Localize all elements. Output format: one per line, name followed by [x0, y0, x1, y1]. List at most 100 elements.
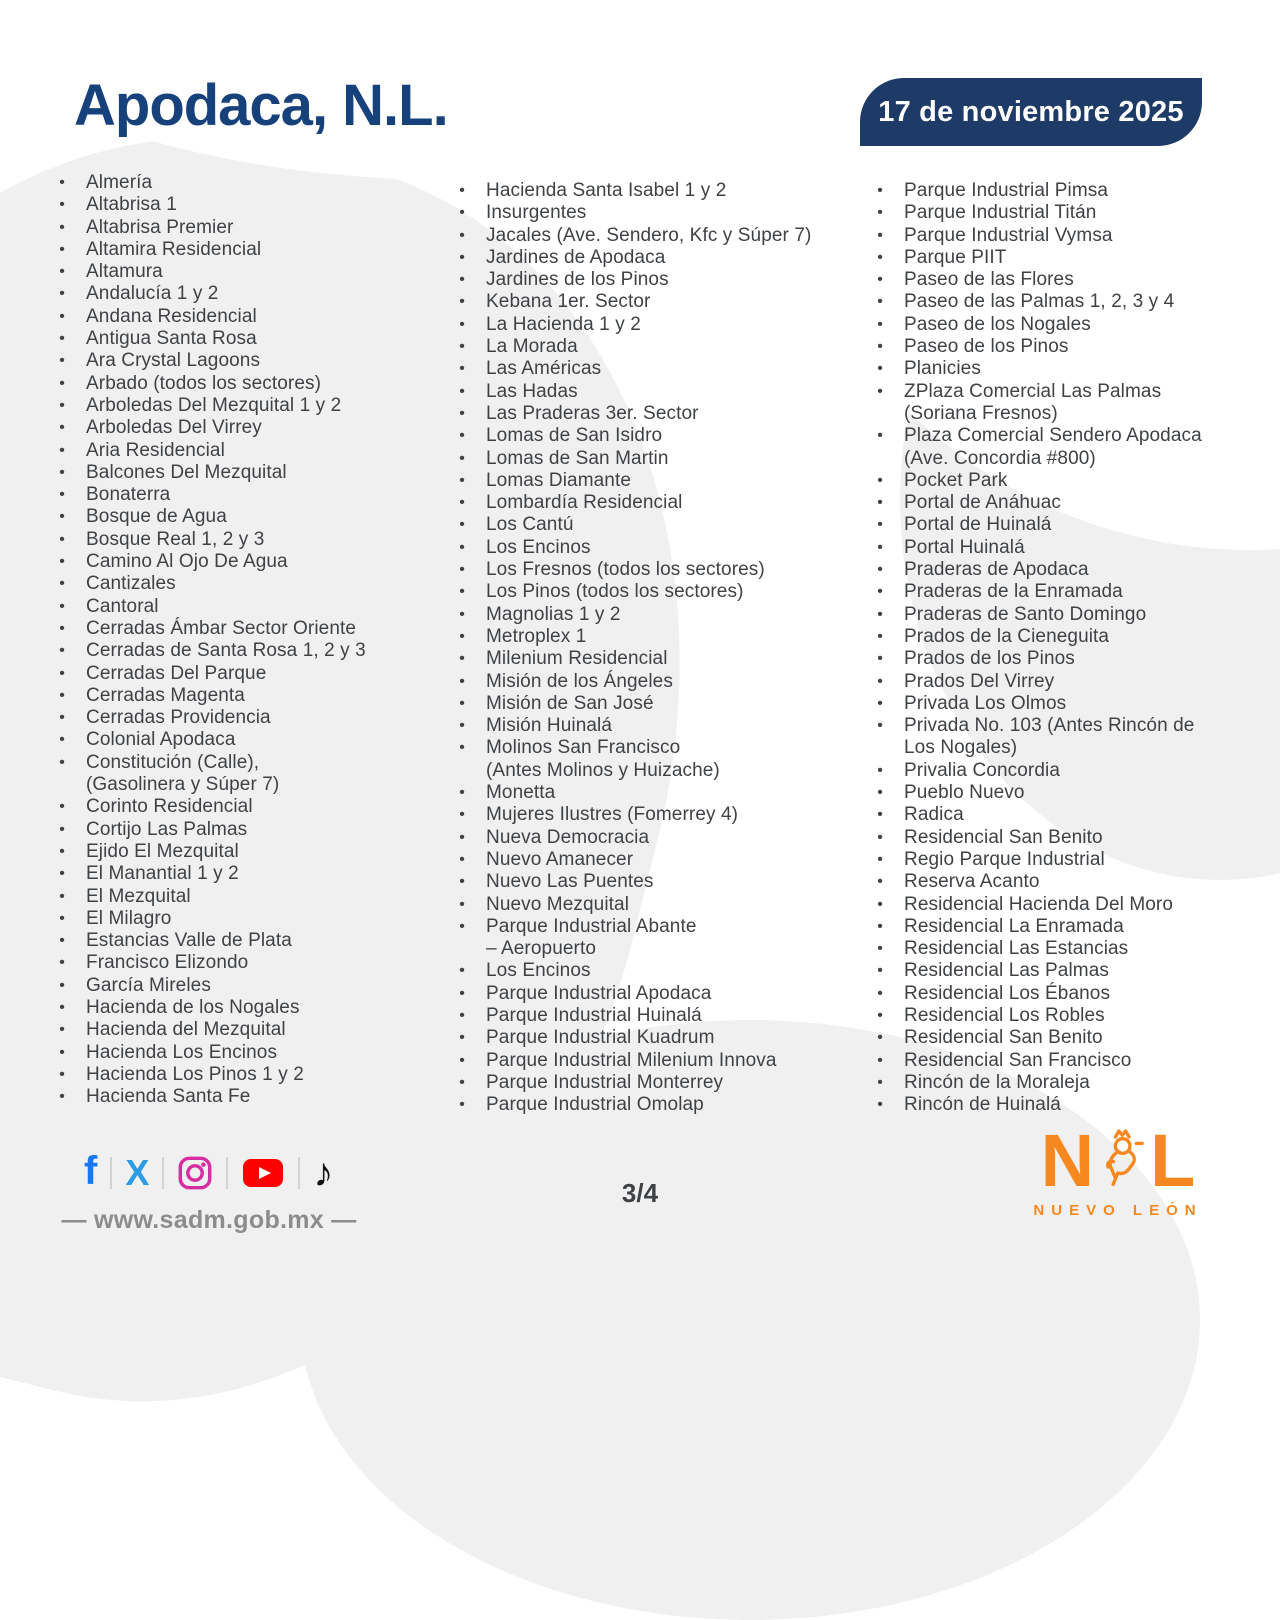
bullet-icon: •: [459, 672, 465, 690]
list-item: • Andana Residencial: [38, 306, 440, 328]
neighborhood-name: Residencial San Francisco: [904, 1049, 1132, 1071]
bullet-icon: •: [59, 330, 65, 348]
list-item: • Los Cantú: [438, 514, 858, 536]
list-item: • Parque Industrial Pimsa: [856, 180, 1274, 202]
list-item: • García Mireles: [38, 975, 440, 997]
bullet-icon: •: [459, 248, 465, 266]
neighborhood-name: Antigua Santa Rosa: [86, 328, 257, 350]
facebook-icon[interactable]: f: [84, 1149, 98, 1193]
bullet-icon: •: [59, 820, 65, 838]
bullet-icon: •: [59, 263, 65, 281]
bullet-icon: •: [59, 686, 65, 704]
bullet-icon: •: [459, 293, 465, 311]
list-item: • Lomas de San Isidro: [438, 425, 858, 447]
neighborhood-name: Jardines de Apodaca: [486, 246, 666, 268]
list-item: • Parque Industrial Milenium Innova: [438, 1050, 858, 1072]
bullet-icon: •: [877, 583, 883, 601]
neighborhood-name: Jacales (Ave. Sendero, Kfc y Súper 7): [486, 224, 812, 246]
neighborhood-name: Hacienda del Mezquital: [86, 1019, 286, 1041]
neighborhood-name: Residencial Hacienda Del Moro: [904, 893, 1174, 915]
list-item: • Misión de San José: [438, 693, 858, 715]
neighborhood-name: Cerradas de Santa Rosa 1, 2 y 3: [86, 640, 366, 662]
neighborhood-name: Plaza Comercial Sendero Apodaca (Ave. Co…: [904, 425, 1202, 469]
neighborhood-name: Prados de la Cieneguita: [904, 625, 1110, 647]
neighborhood-name: Francisco Elizondo: [86, 952, 249, 974]
divider: [162, 1157, 165, 1189]
bullet-icon: •: [459, 1006, 465, 1024]
neighborhood-name: Arbado (todos los sectores): [86, 372, 322, 394]
list-item: • Residencial Hacienda Del Moro: [856, 894, 1274, 916]
instagram-icon[interactable]: [177, 1155, 213, 1191]
neighborhood-name: Parque PIIT: [904, 246, 1007, 268]
bullet-icon: •: [59, 218, 65, 236]
list-item: • Jacales (Ave. Sendero, Kfc y Súper 7): [438, 225, 858, 247]
neighborhood-name: Insurgentes: [486, 202, 587, 224]
neighborhood-name: Ara Crystal Lagoons: [86, 350, 261, 372]
list-item: • Arbado (todos los sectores): [38, 373, 440, 395]
website-url[interactable]: — www.sadm.gob.mx —: [61, 1206, 357, 1234]
list-item: • Misión de los Ángeles: [438, 671, 858, 693]
list-item: • Portal Huinalá: [856, 537, 1274, 559]
neighborhood-column-3: • Parque Industrial Pimsa • Parque Industri…: [856, 180, 1274, 1116]
neighborhood-name: Radica: [904, 804, 964, 826]
neighborhood-name: Lomas Diamante: [486, 469, 632, 491]
neighborhood-name: Paseo de las Palmas 1, 2, 3 y 4: [904, 291, 1175, 313]
list-item: • ZPlaza Comercial Las Palmas (Soriana Fr…: [856, 381, 1274, 426]
list-item: • Radica: [856, 804, 1274, 826]
list-item: • Prados de la Cieneguita: [856, 626, 1274, 648]
bullet-icon: •: [59, 976, 65, 994]
youtube-icon[interactable]: [241, 1157, 285, 1189]
neighborhood-name: Regio Parque Industrial: [904, 848, 1105, 870]
list-item: • Residencial San Benito: [856, 1027, 1274, 1049]
list-item: • Mujeres Ilustres (Fomerrey 4): [438, 804, 858, 826]
list-item: • Privalia Concordia: [856, 760, 1274, 782]
list-item: • Arboledas Del Virrey: [38, 417, 440, 439]
bullet-icon: •: [459, 784, 465, 802]
bullet-icon: •: [459, 694, 465, 712]
neighborhood-name: Paseo de los Nogales: [904, 313, 1091, 335]
neighborhood-name: Andalucía 1 y 2: [86, 283, 219, 305]
bullet-icon: •: [877, 627, 883, 645]
neighborhood-name: Andana Residencial: [86, 305, 257, 327]
list-item: • Kebana 1er. Sector: [438, 291, 858, 313]
neighborhood-name: El Milagro: [86, 907, 172, 929]
list-item: • Los Pinos (todos los sectores): [438, 581, 858, 603]
list-item: • Hacienda del Mezquital: [38, 1019, 440, 1041]
neighborhood-name: Nuevo Amanecer: [486, 848, 634, 870]
list-item: • Lomas Diamante: [438, 470, 858, 492]
list-item: • Praderas de Santo Domingo: [856, 604, 1274, 626]
list-item: • Metroplex 1: [438, 626, 858, 648]
list-item: • Regio Parque Industrial: [856, 849, 1274, 871]
neighborhood-name: Corinto Residencial: [86, 796, 253, 818]
nl-logo-row: N L: [1041, 1124, 1196, 1198]
bullet-icon: •: [877, 1096, 883, 1114]
bullet-icon: •: [877, 784, 883, 802]
neighborhood-name: Bosque Real 1, 2 y 3: [86, 528, 265, 550]
neighborhood-name: Residencial San Benito: [904, 1027, 1103, 1049]
list-item: • Cantizales: [38, 573, 440, 595]
list-item: • Paseo de las Palmas 1, 2, 3 y 4: [856, 291, 1274, 313]
neighborhood-name: Almería: [86, 172, 153, 193]
list-item: • Bosque Real 1, 2 y 3: [38, 529, 440, 551]
neighborhood-name: Las Américas: [486, 358, 602, 380]
list-item: • Jardines de los Pinos: [438, 269, 858, 291]
list-item: • Parque Industrial Kuadrum: [438, 1027, 858, 1049]
list-item: • Portal de Huinalá: [856, 514, 1274, 536]
neighborhood-name: Rincón de la Moraleja: [904, 1071, 1090, 1093]
x-twitter-icon[interactable]: X: [125, 1152, 150, 1193]
bullet-icon: •: [877, 382, 883, 400]
bullet-icon: •: [59, 441, 65, 459]
list-item: • Residencial Los Ébanos: [856, 983, 1274, 1005]
list-item: • Hacienda Santa Isabel 1 y 2: [438, 180, 858, 202]
bullet-icon: •: [459, 516, 465, 534]
bullet-icon: •: [59, 865, 65, 883]
bullet-icon: •: [877, 561, 883, 579]
bullet-icon: •: [877, 940, 883, 958]
bullet-icon: •: [877, 605, 883, 623]
tiktok-icon[interactable]: ♪: [313, 1151, 334, 1195]
bullet-icon: •: [59, 932, 65, 950]
neighborhood-name: Parque Industrial Omolap: [486, 1094, 704, 1116]
neighborhood-name: Las Praderas 3er. Sector: [486, 402, 699, 424]
neighborhood-name: Altamira Residencial: [86, 238, 262, 260]
bullet-icon: •: [459, 404, 465, 422]
